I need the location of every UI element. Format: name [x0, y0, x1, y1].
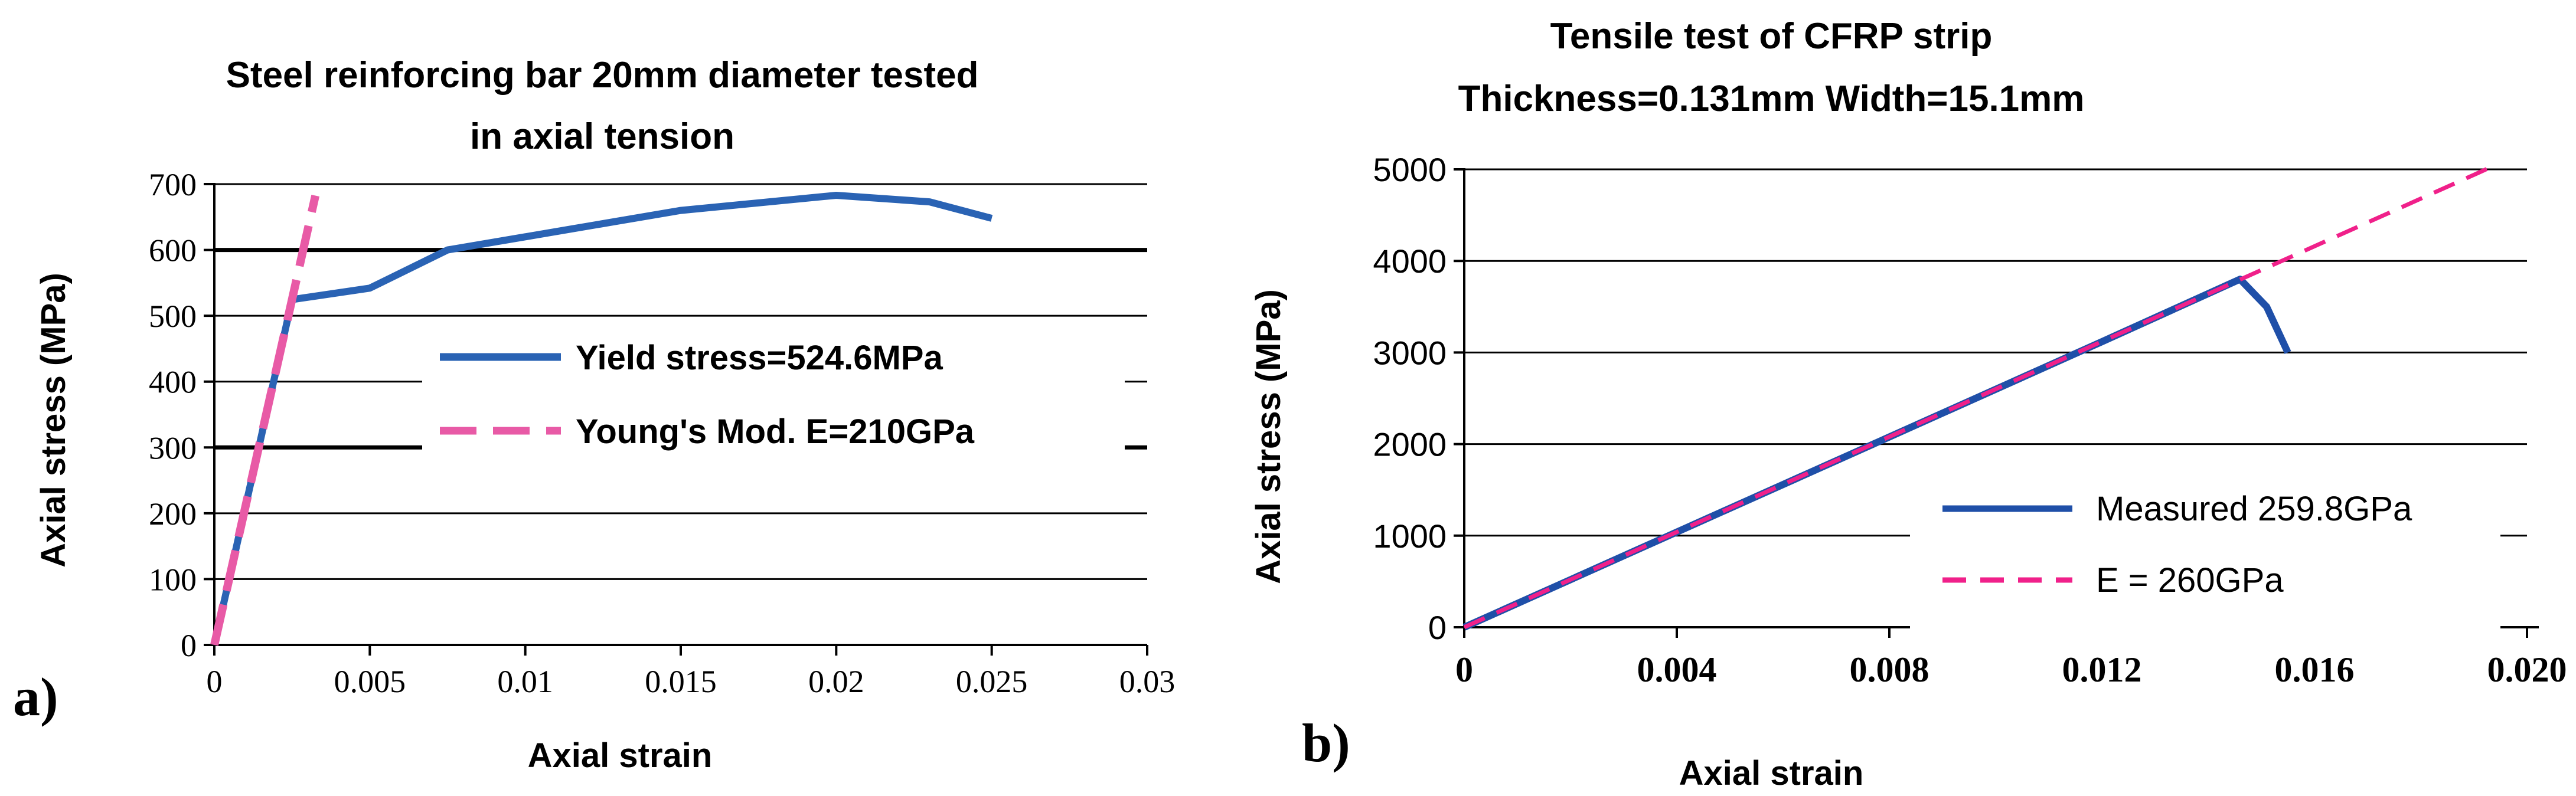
chart-b-y-tick-label: 1000 — [1373, 517, 1447, 555]
chart-b-x-tick-labels: 0 0.004 0.008 0.012 0.016 0.020 — [1455, 650, 2567, 689]
chart-b-y-tick-label: 2000 — [1373, 426, 1447, 463]
chart-b-y-tick-label: 5000 — [1373, 151, 1447, 188]
chart-a-y-tick-label: 500 — [149, 299, 197, 334]
chart-a-axes — [204, 183, 1148, 656]
chart-a-y-tick-label: 0 — [181, 628, 197, 663]
chart-a-x-tick-labels: 0 0.005 0.01 0.015 0.02 0.025 0.03 — [207, 664, 1176, 699]
chart-a-series-solid-line — [211, 192, 993, 646]
chart-b-title-line-2: Thickness=0.131mm Width=15.1mm — [1458, 78, 2085, 119]
chart-b-y-tick-label: 3000 — [1373, 334, 1447, 371]
chart-b-x-axis-label: Axial strain — [1679, 754, 1864, 792]
chart-b: Tensile test of CFRP strip Thickness=0.1… — [1249, 16, 2567, 792]
chart-a-x-tick-label: 0 — [207, 664, 223, 699]
chart-a-x-axis-label: Axial strain — [528, 736, 713, 775]
chart-b-x-tick-label: 0.012 — [2062, 650, 2142, 689]
chart-b-y-tick-label: 4000 — [1373, 243, 1447, 280]
chart-a-legend-box — [422, 322, 1125, 481]
chart-b-legend-label-e: E = 260GPa — [2096, 561, 2284, 600]
chart-a-x-tick-label: 0.02 — [808, 664, 864, 699]
chart-a-x-tick-label: 0.01 — [497, 664, 553, 699]
chart-a-y-tick-label: 400 — [149, 365, 197, 400]
chart-a-legend-label-modulus: Young's Mod. E=210GPa — [576, 412, 975, 451]
chart-a-x-tick-label: 0.015 — [645, 664, 717, 699]
chart-a-title-line-1: Steel reinforcing bar 20mm diameter test… — [226, 55, 979, 96]
chart-b-legend: Measured 259.8GPa E = 260GPa — [1910, 472, 2500, 649]
chart-a-series — [210, 192, 993, 646]
chart-a-y-tick-label: 200 — [149, 496, 197, 532]
chart-b-y-tick-label: 0 — [1428, 609, 1447, 646]
chart-b-legend-label-measured: Measured 259.8GPa — [2096, 490, 2412, 528]
chart-a-y-axis-label: Axial stress (MPa) — [34, 273, 73, 568]
chart-a-y-tick-labels: 0 100 200 300 400 500 600 700 — [149, 167, 197, 663]
chart-a-legend-label-yield: Yield stress=524.6MPa — [576, 339, 943, 377]
chart-b-x-tick-label: 0.016 — [2275, 650, 2355, 689]
chart-a-x-tick-label: 0.03 — [1119, 664, 1176, 699]
chart-b-x-tick-label: 0.020 — [2487, 650, 2567, 689]
chart-b-series-dashed-line — [1463, 166, 2491, 630]
chart-a-y-tick-label: 600 — [149, 233, 197, 268]
chart-a-y-tick-label: 300 — [149, 430, 197, 466]
chart-b-title-line-1: Tensile test of CFRP strip — [1550, 16, 1993, 57]
chart-b-y-tick-labels: 0 1000 2000 3000 4000 5000 — [1373, 151, 1447, 646]
chart-b-x-tick-label: 0.008 — [1850, 650, 1929, 689]
chart-a: Steel reinforcing bar 20mm diameter test… — [13, 55, 1175, 775]
chart-a-legend: Yield stress=524.6MPa Young's Mod. E=210… — [422, 322, 1125, 481]
chart-a-y-tick-label: 700 — [149, 167, 197, 202]
chart-a-y-tick-label: 100 — [149, 562, 197, 597]
chart-a-title-line-2: in axial tension — [470, 116, 734, 157]
chart-b-x-tick-label: 0.004 — [1637, 650, 1717, 689]
chart-a-x-tick-label: 0.025 — [956, 664, 1028, 699]
chart-b-panel-label: b) — [1302, 713, 1350, 773]
chart-b-series — [1462, 166, 2491, 631]
chart-a-panel-label: a) — [13, 667, 58, 727]
chart-b-y-axis-label: Axial stress (MPa) — [1249, 289, 1288, 584]
chart-a-x-tick-label: 0.005 — [334, 664, 406, 699]
chart-b-legend-box — [1910, 472, 2500, 649]
chart-a-series-dashed-line — [210, 194, 320, 646]
chart-b-x-tick-label: 0 — [1455, 650, 1473, 689]
chart-b-series-solid-line — [1462, 276, 2291, 631]
